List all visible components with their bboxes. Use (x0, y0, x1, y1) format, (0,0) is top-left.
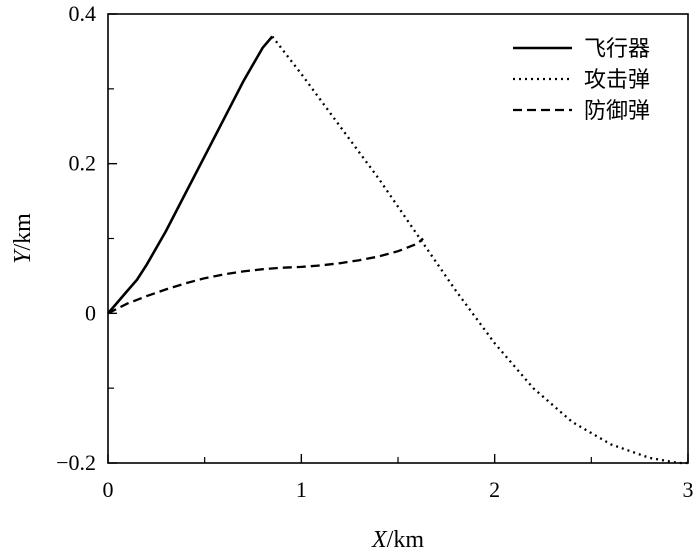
y-tick-label: 0.4 (69, 1, 97, 26)
y-tick-label: 0 (85, 300, 96, 325)
x-axis-title: X/km (371, 527, 424, 553)
series-line-3 (107, 237, 424, 315)
x-tick-label: 3 (683, 477, 694, 502)
series-line-2 (271, 35, 688, 465)
y-tick-label: 0.2 (69, 151, 97, 176)
x-axis-unit: /km (387, 527, 425, 553)
x-tick-label: 0 (103, 477, 114, 502)
ticks-layer: 0 1 2 3 −0.2 0 0.2 0.4 (56, 1, 693, 502)
legend-label-2: 攻击弹 (584, 68, 650, 93)
marks-layer (107, 35, 688, 465)
legend-label-1: 飞行器 (584, 37, 650, 62)
x-tick-label: 2 (489, 477, 500, 502)
y-tick-label: −0.2 (56, 450, 96, 475)
x-axis-variable: X (371, 527, 388, 553)
legend-label-3: 防御弹 (584, 99, 650, 124)
y-axis-unit: /km (10, 213, 36, 251)
y-axis-variable: Y (10, 248, 36, 264)
y-axis-title: Y/km (10, 213, 36, 264)
series-line-1 (107, 35, 274, 315)
x-tick-label: 1 (296, 477, 307, 502)
